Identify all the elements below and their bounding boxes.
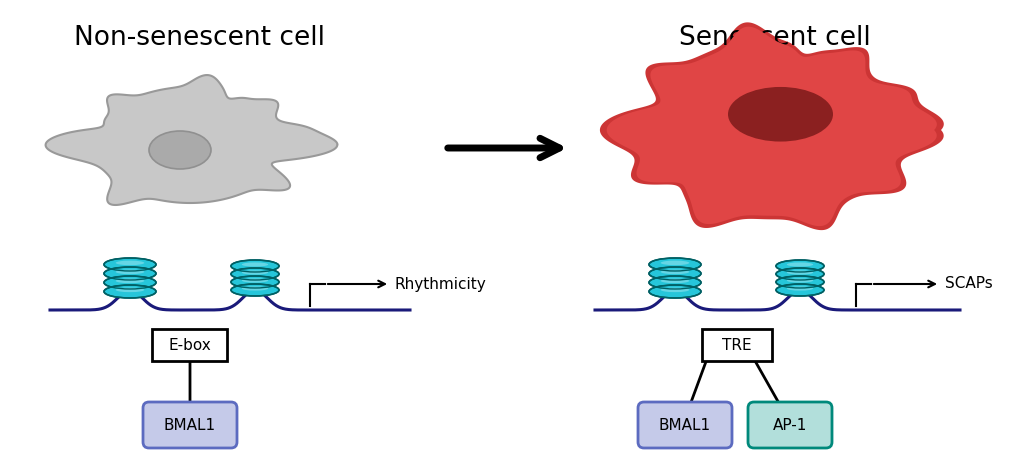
Ellipse shape xyxy=(104,267,156,280)
Ellipse shape xyxy=(660,278,689,283)
Ellipse shape xyxy=(786,262,812,267)
Ellipse shape xyxy=(242,278,268,283)
Ellipse shape xyxy=(775,268,823,280)
Text: BMAL1: BMAL1 xyxy=(658,418,710,432)
FancyBboxPatch shape xyxy=(143,402,236,448)
Ellipse shape xyxy=(660,270,689,274)
Bar xyxy=(153,329,227,361)
Text: TRE: TRE xyxy=(721,337,751,353)
Ellipse shape xyxy=(728,87,833,142)
Ellipse shape xyxy=(648,267,700,280)
FancyBboxPatch shape xyxy=(747,402,832,448)
Ellipse shape xyxy=(115,261,144,265)
Ellipse shape xyxy=(648,258,700,271)
Ellipse shape xyxy=(104,258,156,271)
Ellipse shape xyxy=(242,270,268,275)
Ellipse shape xyxy=(660,287,689,292)
Ellipse shape xyxy=(149,131,211,169)
Ellipse shape xyxy=(775,284,823,296)
Ellipse shape xyxy=(230,284,279,296)
Ellipse shape xyxy=(115,270,144,274)
FancyBboxPatch shape xyxy=(637,402,732,448)
Polygon shape xyxy=(599,22,943,230)
Text: AP-1: AP-1 xyxy=(772,418,806,432)
Ellipse shape xyxy=(775,260,823,272)
Bar xyxy=(701,329,771,361)
Ellipse shape xyxy=(230,268,279,280)
Text: Rhythmicity: Rhythmicity xyxy=(394,277,486,292)
Polygon shape xyxy=(606,27,935,226)
Text: Senescent cell: Senescent cell xyxy=(679,25,870,51)
Text: E-box: E-box xyxy=(168,337,211,353)
Ellipse shape xyxy=(230,260,279,272)
Ellipse shape xyxy=(648,285,700,298)
Ellipse shape xyxy=(786,278,812,283)
Ellipse shape xyxy=(115,287,144,292)
Ellipse shape xyxy=(660,261,689,265)
Ellipse shape xyxy=(786,287,812,291)
Ellipse shape xyxy=(242,262,268,267)
Text: SCAPs: SCAPs xyxy=(944,277,991,292)
Ellipse shape xyxy=(104,276,156,289)
Text: Non-senescent cell: Non-senescent cell xyxy=(74,25,325,51)
Ellipse shape xyxy=(242,287,268,291)
Ellipse shape xyxy=(115,278,144,283)
Text: BMAL1: BMAL1 xyxy=(164,418,216,432)
Polygon shape xyxy=(46,75,337,205)
Ellipse shape xyxy=(648,276,700,289)
Ellipse shape xyxy=(104,285,156,298)
Ellipse shape xyxy=(775,276,823,288)
Ellipse shape xyxy=(786,270,812,275)
Ellipse shape xyxy=(230,276,279,288)
